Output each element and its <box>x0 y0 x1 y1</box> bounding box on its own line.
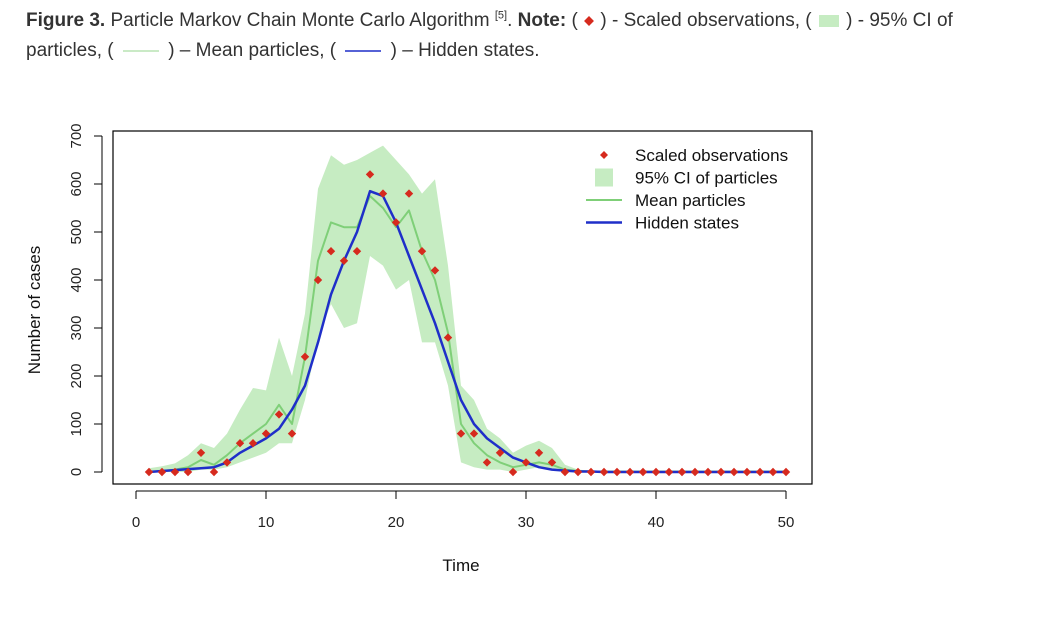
observation-point <box>196 448 206 457</box>
note-label: Note: <box>517 10 567 31</box>
observation-point <box>560 467 570 477</box>
observation-point <box>235 439 245 448</box>
observation-point <box>612 467 622 477</box>
observation-point <box>742 467 752 477</box>
caption-hidden-text: ) – Hidden states. <box>390 40 540 61</box>
observation-point <box>261 429 271 438</box>
observation-point <box>417 247 427 256</box>
observation-point <box>430 266 440 275</box>
observation-point <box>625 467 635 477</box>
y-tick-label: 500 <box>68 219 85 244</box>
observation-point <box>729 467 739 477</box>
observation-point <box>586 467 596 477</box>
legend-label: 95% CI of particles <box>635 169 778 188</box>
observation-point <box>313 275 323 285</box>
observation-point <box>690 467 700 477</box>
observation-point <box>677 467 687 477</box>
observation-point <box>495 448 505 457</box>
legend-ci-swatch <box>595 168 613 187</box>
observation-point <box>703 467 713 477</box>
legend-label: Hidden states <box>635 214 739 233</box>
observation-point <box>157 467 167 477</box>
observation-point <box>326 247 336 256</box>
observation-point <box>482 458 492 467</box>
y-tick-label: 600 <box>68 171 85 196</box>
x-tick-label: 20 <box>388 514 405 531</box>
observation-point <box>781 467 791 477</box>
observation-point <box>378 189 388 198</box>
figure-caption: Figure 3. Particle Markov Chain Monte Ca… <box>26 9 953 61</box>
observation-point <box>664 467 674 477</box>
y-tick-label: 300 <box>68 315 85 340</box>
observation-point <box>443 333 453 342</box>
caption-mean-text: ) – Mean particles, ( <box>168 40 337 61</box>
observation-point <box>170 467 180 477</box>
x-tick-label: 50 <box>778 514 795 531</box>
ci-swatch-icon <box>818 14 839 27</box>
observation-point <box>755 467 765 477</box>
ci-band <box>149 145 786 472</box>
y-tick-label: 700 <box>68 123 85 148</box>
observation-point <box>469 429 479 438</box>
observation-point <box>391 218 401 227</box>
observation-point <box>287 429 297 438</box>
hidden-line-icon <box>345 50 382 52</box>
observation-point <box>534 448 544 457</box>
observation-point <box>599 467 609 477</box>
caption-observations-text: ) - Scaled observations, ( <box>600 10 812 31</box>
observation-point <box>638 467 648 477</box>
caption-particles-prefix: particles, ( <box>26 40 114 61</box>
y-tick-label: 0 <box>68 468 85 476</box>
observation-point <box>144 467 154 477</box>
x-tick-label: 10 <box>258 514 275 531</box>
observation-point <box>339 256 349 265</box>
figure-title: Particle Markov Chain Monte Carlo Algori… <box>110 10 490 31</box>
observation-point <box>521 458 531 467</box>
observation-point <box>716 467 726 477</box>
y-tick-label: 100 <box>68 411 85 436</box>
mean-line-icon <box>122 50 159 52</box>
x-tick-label: 0 <box>132 514 140 531</box>
observation-point <box>183 467 193 477</box>
observation-point <box>573 467 583 477</box>
legend-label: Mean particles <box>635 191 746 210</box>
observation-point <box>404 189 414 198</box>
observation-point <box>209 467 219 477</box>
observation-marker-icon <box>584 16 595 26</box>
figure-label: Figure 3. <box>26 10 106 31</box>
y-tick-label: 400 <box>68 267 85 292</box>
observation-point <box>547 458 557 467</box>
legend-observations-marker <box>600 151 608 159</box>
y-tick-label: 200 <box>68 363 85 388</box>
observation-point <box>274 410 284 419</box>
plot-frame <box>112 130 813 485</box>
observation-point <box>508 467 518 477</box>
x-axis-label: Time <box>442 556 479 575</box>
caption-ci-text: ) - 95% CI of <box>846 10 953 31</box>
x-tick-label: 30 <box>518 514 535 531</box>
observation-point <box>365 170 375 179</box>
observation-point <box>300 352 310 361</box>
observation-point <box>248 439 258 448</box>
observation-point <box>352 247 362 256</box>
observation-point <box>222 458 232 467</box>
legend-label: Scaled observations <box>635 146 788 165</box>
observation-point <box>651 467 661 477</box>
observation-point <box>456 429 466 438</box>
x-tick-label: 40 <box>648 514 665 531</box>
figure-reference: [5] <box>494 9 508 22</box>
legend: Scaled observations 95% CI of particles Me… <box>586 146 788 233</box>
y-axis-label: Number of cases <box>25 246 44 375</box>
observation-point <box>768 467 778 477</box>
